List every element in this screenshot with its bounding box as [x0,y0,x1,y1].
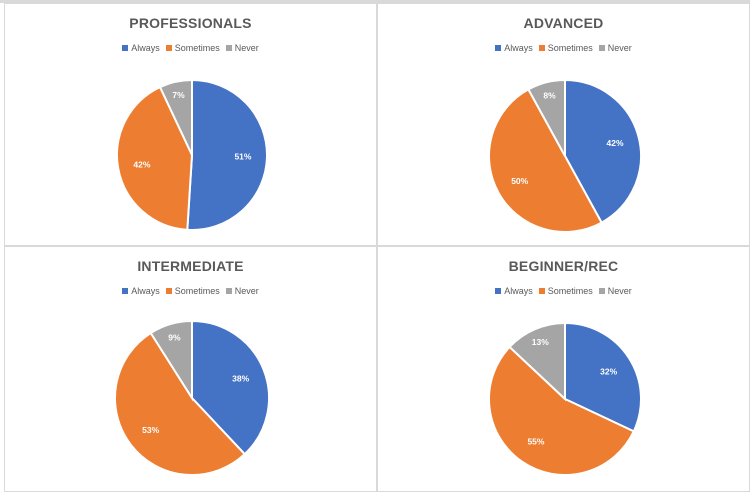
pie-slice-always [564,321,642,433]
legend-label: Never [234,43,259,53]
data-label: 9% [168,332,181,342]
data-label: 53% [142,425,159,435]
legend: Always Sometimes Never [378,286,749,296]
legend: Always Sometimes Never [5,43,376,53]
data-label: 32% [600,366,617,376]
legend-item-sometimes: Sometimes [538,43,593,53]
legend-label: Always [504,286,533,296]
legend-swatch-never [225,45,232,51]
legend-item-sometimes: Sometimes [165,286,220,296]
legend-swatch-always [122,288,129,294]
pie-slice-never [508,321,566,402]
chart-title: ADVANCED [523,15,604,31]
pie-chart: 38% 53% 9% [114,319,270,476]
chart-title: BEGINNER/REC [508,258,619,274]
legend-swatch-always [495,45,502,51]
pie-slice-sometimes [116,85,194,231]
legend-label: Never [234,286,259,296]
chart-grid: PROFESSIONALS Always Sometimes Never 51%… [0,3,750,492]
data-label: 42% [133,160,150,170]
legend-item-never: Never [225,286,259,296]
chart-panel-beginner-rec: BEGINNER/REC Always Sometimes Never 32% 5… [377,246,750,492]
pie-slice-never [158,78,193,156]
legend-swatch-never [598,45,605,51]
pie-chart: 51% 42% 7% [116,78,268,231]
legend-swatch-always [122,45,129,51]
legend: Always Sometimes Never [378,43,749,53]
pie-slice-never [527,78,566,157]
data-label: 51% [234,152,251,162]
legend-item-always: Always [495,286,533,296]
legend-label: Always [504,43,533,53]
legend-item-always: Always [495,43,533,53]
legend-item-never: Never [225,43,259,53]
legend-item-always: Always [122,286,160,296]
legend-label: Sometimes [547,286,593,296]
pie-slice-sometimes [488,88,603,233]
legend-swatch-always [495,288,502,294]
chart-panel-advanced: ADVANCED Always Sometimes Never 42% 50% 8% [377,3,750,246]
legend-label: Always [131,286,160,296]
pie-slice-always [186,78,268,231]
chart-panel-professionals: PROFESSIONALS Always Sometimes Never 51%… [4,3,377,246]
data-label: 8% [543,91,556,101]
chart-title: PROFESSIONALS [129,15,252,31]
legend-swatch-sometimes [165,288,172,294]
chart-panel-intermediate: INTERMEDIATE Always Sometimes Never 38% 5… [4,246,377,492]
pie-slice-always [564,78,642,224]
legend-item-never: Never [598,286,632,296]
data-label: 7% [172,90,185,100]
legend-label: Always [131,43,160,53]
pie-chart: 32% 55% 13% [488,321,642,476]
data-label: 38% [232,374,249,384]
pie-slice-sometimes [488,345,636,476]
data-label: 55% [527,437,544,447]
legend-item-sometimes: Sometimes [165,43,220,53]
legend-label: Never [607,43,632,53]
data-label: 13% [532,337,549,347]
pie-slice-sometimes [114,331,247,476]
legend-label: Sometimes [174,43,220,53]
legend-swatch-sometimes [538,45,545,51]
legend-label: Sometimes [547,43,593,53]
chart-title: INTERMEDIATE [137,258,244,274]
legend-item-never: Never [598,43,632,53]
legend-swatch-never [225,288,232,294]
legend-item-sometimes: Sometimes [538,286,593,296]
legend-item-always: Always [122,43,160,53]
data-label: 50% [511,176,528,186]
legend-swatch-never [598,288,605,294]
pie-chart: 42% 50% 8% [488,78,642,233]
legend-swatch-sometimes [538,288,545,294]
top-border [0,0,750,3]
legend-label: Never [607,286,632,296]
legend-label: Sometimes [174,286,220,296]
pie-slice-always [191,319,270,456]
data-label: 42% [607,138,624,148]
pie-slice-never [149,319,193,402]
legend-swatch-sometimes [165,45,172,51]
legend: Always Sometimes Never [5,286,376,296]
